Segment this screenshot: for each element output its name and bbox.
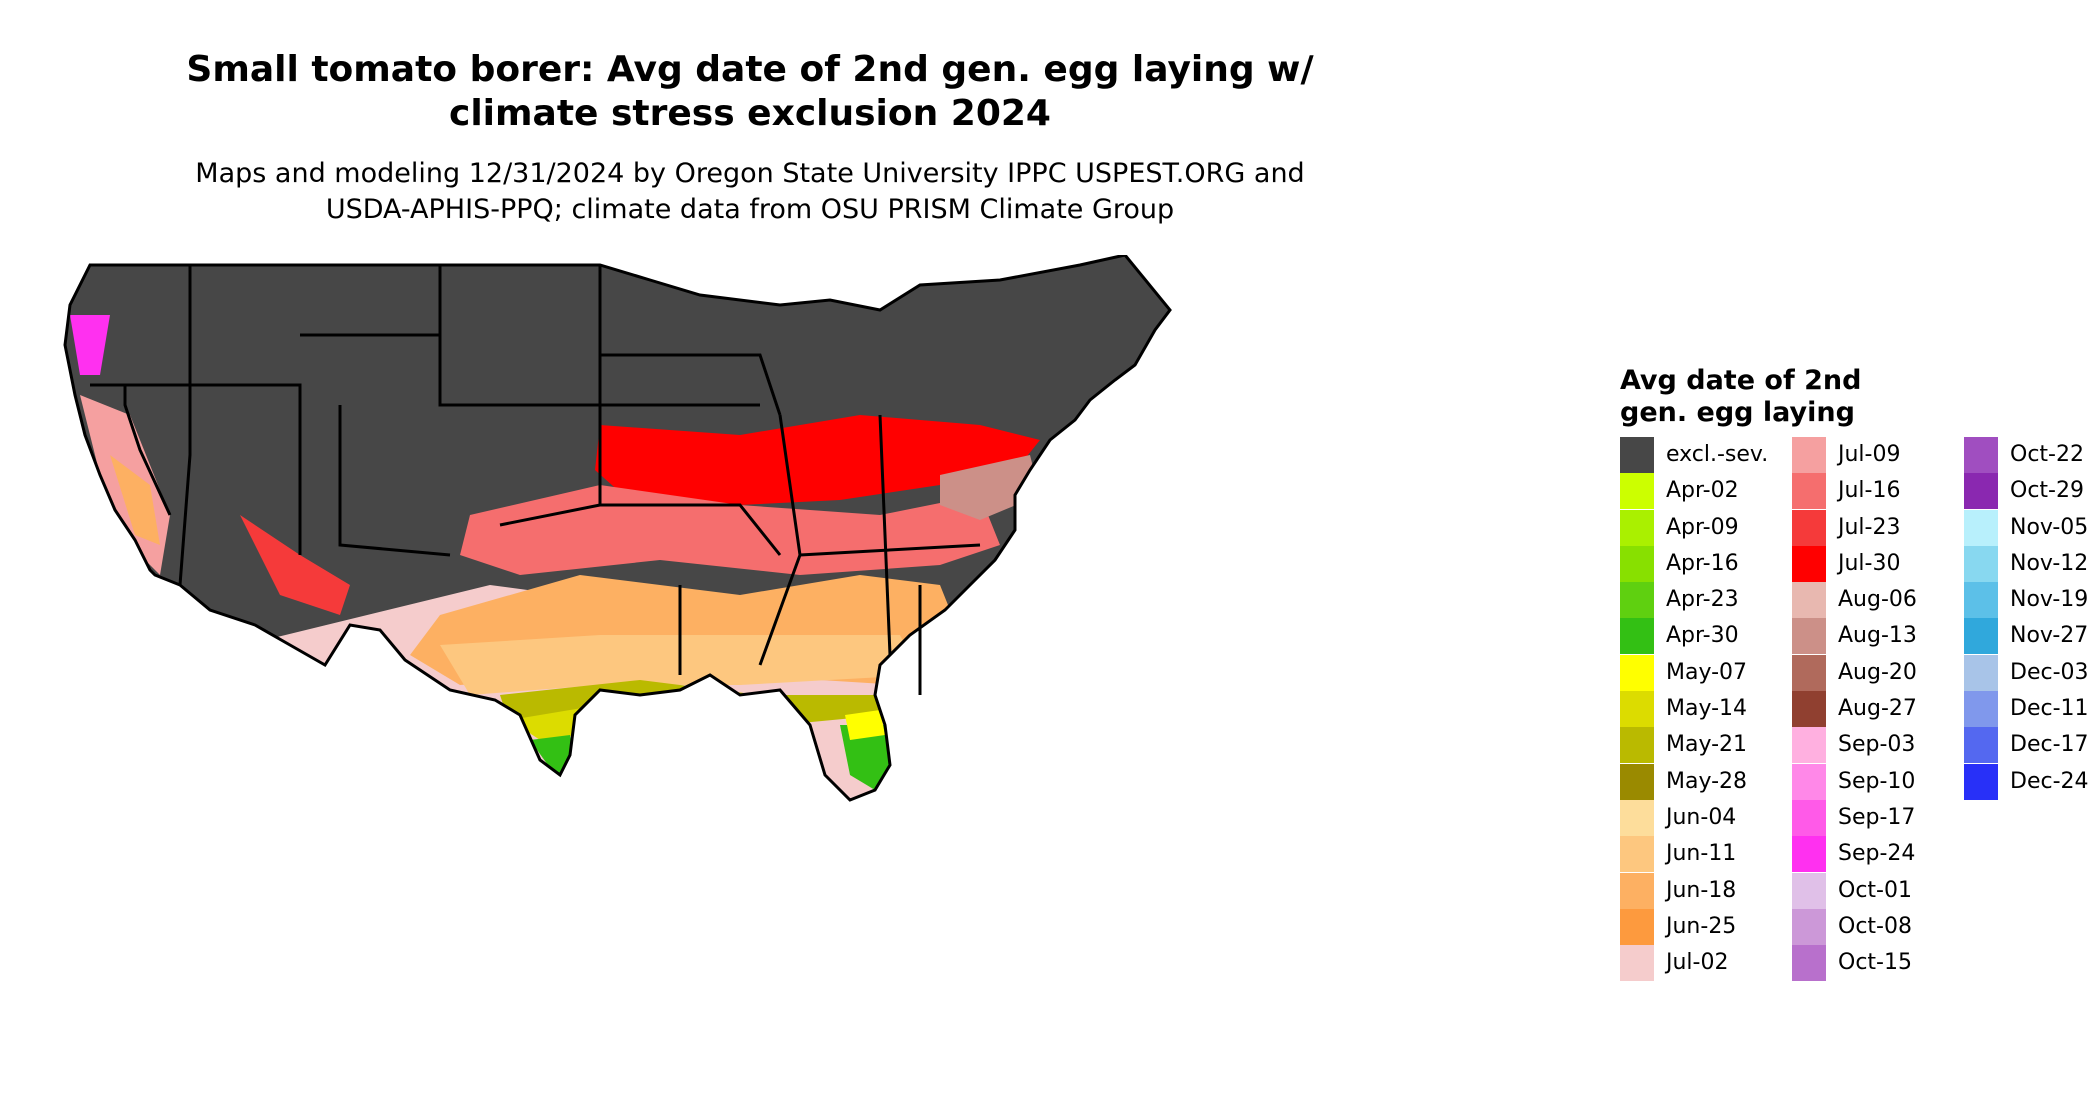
legend-swatch [1620,727,1654,764]
legend-swatch [1964,618,1998,655]
legend-label: Oct-01 [1838,877,1912,903]
legend-label: Nov-27 [2010,623,2089,649]
legend-swatch [1620,691,1654,728]
legend-swatch [1620,509,1654,546]
legend-label: excl.-sev. [1666,442,1769,467]
legend-label: Jun-18 [1666,877,1737,903]
legend-label: Apr-02 [1666,478,1739,504]
legend-swatch [1620,799,1654,836]
legend-swatch [1964,582,1998,619]
legend-label: Aug-20 [1838,659,1917,685]
legend-label: Jul-16 [1838,478,1901,504]
legend-label: Apr-23 [1666,587,1739,613]
legend-label: Apr-09 [1666,514,1739,540]
legend-swatch [1620,473,1654,510]
legend-swatch [1792,437,1826,473]
map-subtitle: Maps and modeling 12/31/2024 by Oregon S… [195,158,1305,225]
legend-swatch [1964,509,1998,546]
legend-label: Nov-19 [2010,587,2089,613]
legend-swatch [1620,654,1654,691]
legend-swatch [1964,473,1998,510]
legend-label: Oct-29 [2010,478,2084,504]
legend-label: Sep-24 [1838,841,1916,867]
legend-swatch [1620,908,1654,945]
legend-swatch [1792,654,1826,691]
legend-label: Dec-03 [2010,659,2089,685]
legend-label: Dec-11 [2010,696,2089,722]
legend-swatch [1964,763,1998,800]
legend-label: Jun-11 [1666,841,1737,867]
legend-swatch [1792,618,1826,655]
legend-label: Jun-25 [1666,913,1737,939]
legend-swatch [1792,763,1826,800]
legend-swatch [1964,437,1998,473]
legend-swatch [1620,618,1654,655]
legend-label: Jul-02 [1666,950,1729,976]
legend-swatch [1620,836,1654,873]
legend: Avg date of 2nd gen. egg laying excl.-se… [1620,365,2090,982]
map-title: Small tomato borer: Avg date of 2nd gen.… [186,49,1314,134]
legend-label: Oct-08 [1838,913,1912,939]
legend-swatch [1792,727,1826,764]
legend-label: Jun-04 [1666,804,1737,830]
legend-swatch [1792,799,1826,836]
legend-label: Nov-05 [2010,514,2089,540]
legend-label: Jul-23 [1838,514,1901,540]
legend-swatch [1620,437,1654,473]
legend-swatch [1964,545,1998,582]
legend-swatch [1620,872,1654,909]
legend-swatch [1964,654,1998,691]
legend-swatch [1620,763,1654,800]
legend-swatch [1792,545,1826,582]
legend-swatch [1620,545,1654,582]
legend-label: Aug-13 [1838,623,1917,649]
legend-label: Sep-17 [1838,804,1916,830]
legend-label: Aug-06 [1838,587,1917,613]
legend-swatch [1792,509,1826,546]
legend-swatch [1964,691,1998,728]
legend-label: Apr-30 [1666,623,1739,649]
legend-label: Dec-17 [2010,732,2089,758]
legend-swatch [1620,582,1654,619]
legend-swatch [1792,691,1826,728]
legend-swatch [1792,872,1826,909]
legend-swatch [1792,945,1826,982]
legend-label: May-28 [1666,768,1748,794]
legend-swatch [1792,908,1826,945]
legend-swatch [1792,473,1826,510]
legend-swatch [1792,582,1826,619]
legend-label: Oct-15 [1838,950,1912,976]
legend-label: Jul-30 [1838,550,1901,576]
legend-label: Sep-10 [1838,768,1916,794]
us-map [63,255,1172,802]
legend-swatch [1964,727,1998,764]
legend-title: Avg date of 2nd gen. egg laying [1620,365,1862,428]
legend-label: Nov-12 [2010,550,2089,576]
legend-swatch [1792,836,1826,873]
legend-label: Jul-09 [1838,442,1901,467]
legend-label: Aug-27 [1838,696,1917,722]
legend-label: Dec-24 [2010,768,2089,794]
legend-label: May-07 [1666,659,1748,685]
legend-swatch [1620,945,1654,982]
legend-label: May-21 [1666,732,1748,758]
legend-label: May-14 [1666,696,1748,722]
legend-label: Oct-22 [2010,442,2084,467]
legend-label: Apr-16 [1666,550,1739,576]
legend-label: Sep-03 [1838,732,1916,758]
